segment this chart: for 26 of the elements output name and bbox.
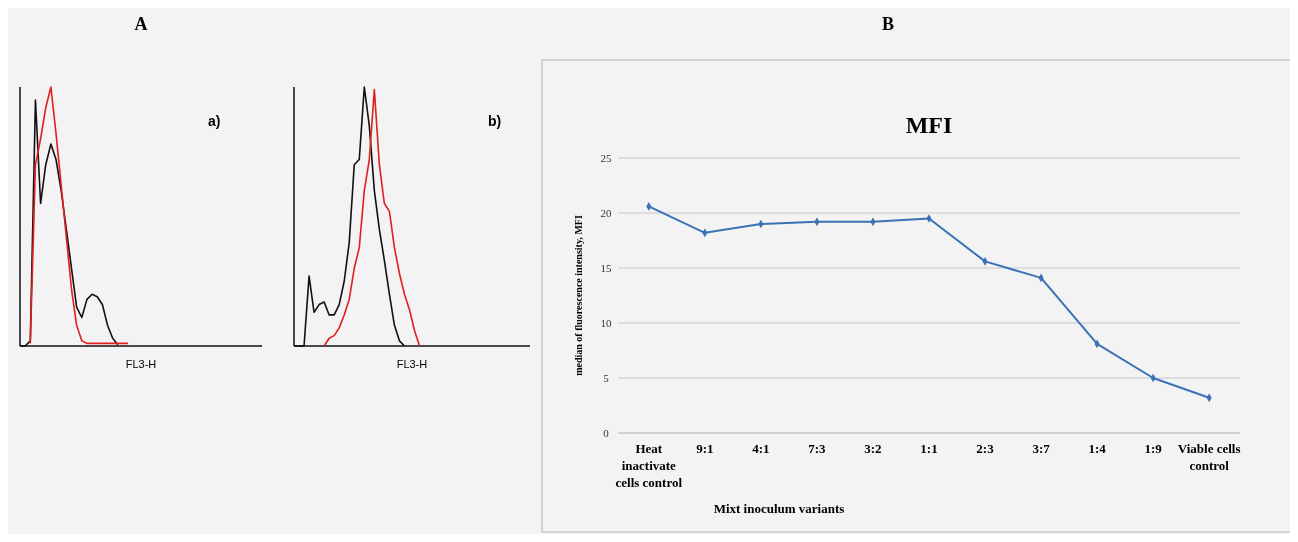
y-axis-title: median of fluorescence intensity, MFI xyxy=(573,215,584,376)
x-tick-label: Heat inactivate cells control xyxy=(615,441,683,490)
x-tick-label: 7:3 xyxy=(808,441,827,456)
annotation: a) xyxy=(208,113,221,129)
y-tick-label: 25 xyxy=(600,152,612,164)
x-tick-label: 1:1 xyxy=(920,441,938,456)
x-tick-label: 4:1 xyxy=(752,441,770,456)
y-tick-label: 20 xyxy=(600,207,612,219)
chart-subtitle: MFI xyxy=(905,112,953,138)
y-tick-label: 0 xyxy=(603,427,610,439)
x-tick-label: 3:7 xyxy=(1032,441,1051,456)
x-tick-label: 1:9 xyxy=(1144,441,1163,456)
x-tick-label: 1:4 xyxy=(1088,441,1107,456)
chart-title: B xyxy=(881,14,895,34)
y-tick-label: 10 xyxy=(600,317,612,329)
x-axis-title: FL3-H xyxy=(396,358,428,370)
x-tick-label: 9:1 xyxy=(696,441,714,456)
annotation: b) xyxy=(488,113,502,129)
x-tick-label: 2:3 xyxy=(976,441,995,456)
chart-title: A xyxy=(134,14,148,34)
x-tick-label: 3:2 xyxy=(864,441,882,456)
y-tick-label: 5 xyxy=(603,372,610,384)
x-tick-label: Viable cells control xyxy=(1177,441,1241,473)
y-tick-label: 15 xyxy=(600,262,612,274)
x-axis-title: Mixt inoculum variants xyxy=(713,501,845,516)
x-axis-title: FL3-H xyxy=(125,358,157,370)
